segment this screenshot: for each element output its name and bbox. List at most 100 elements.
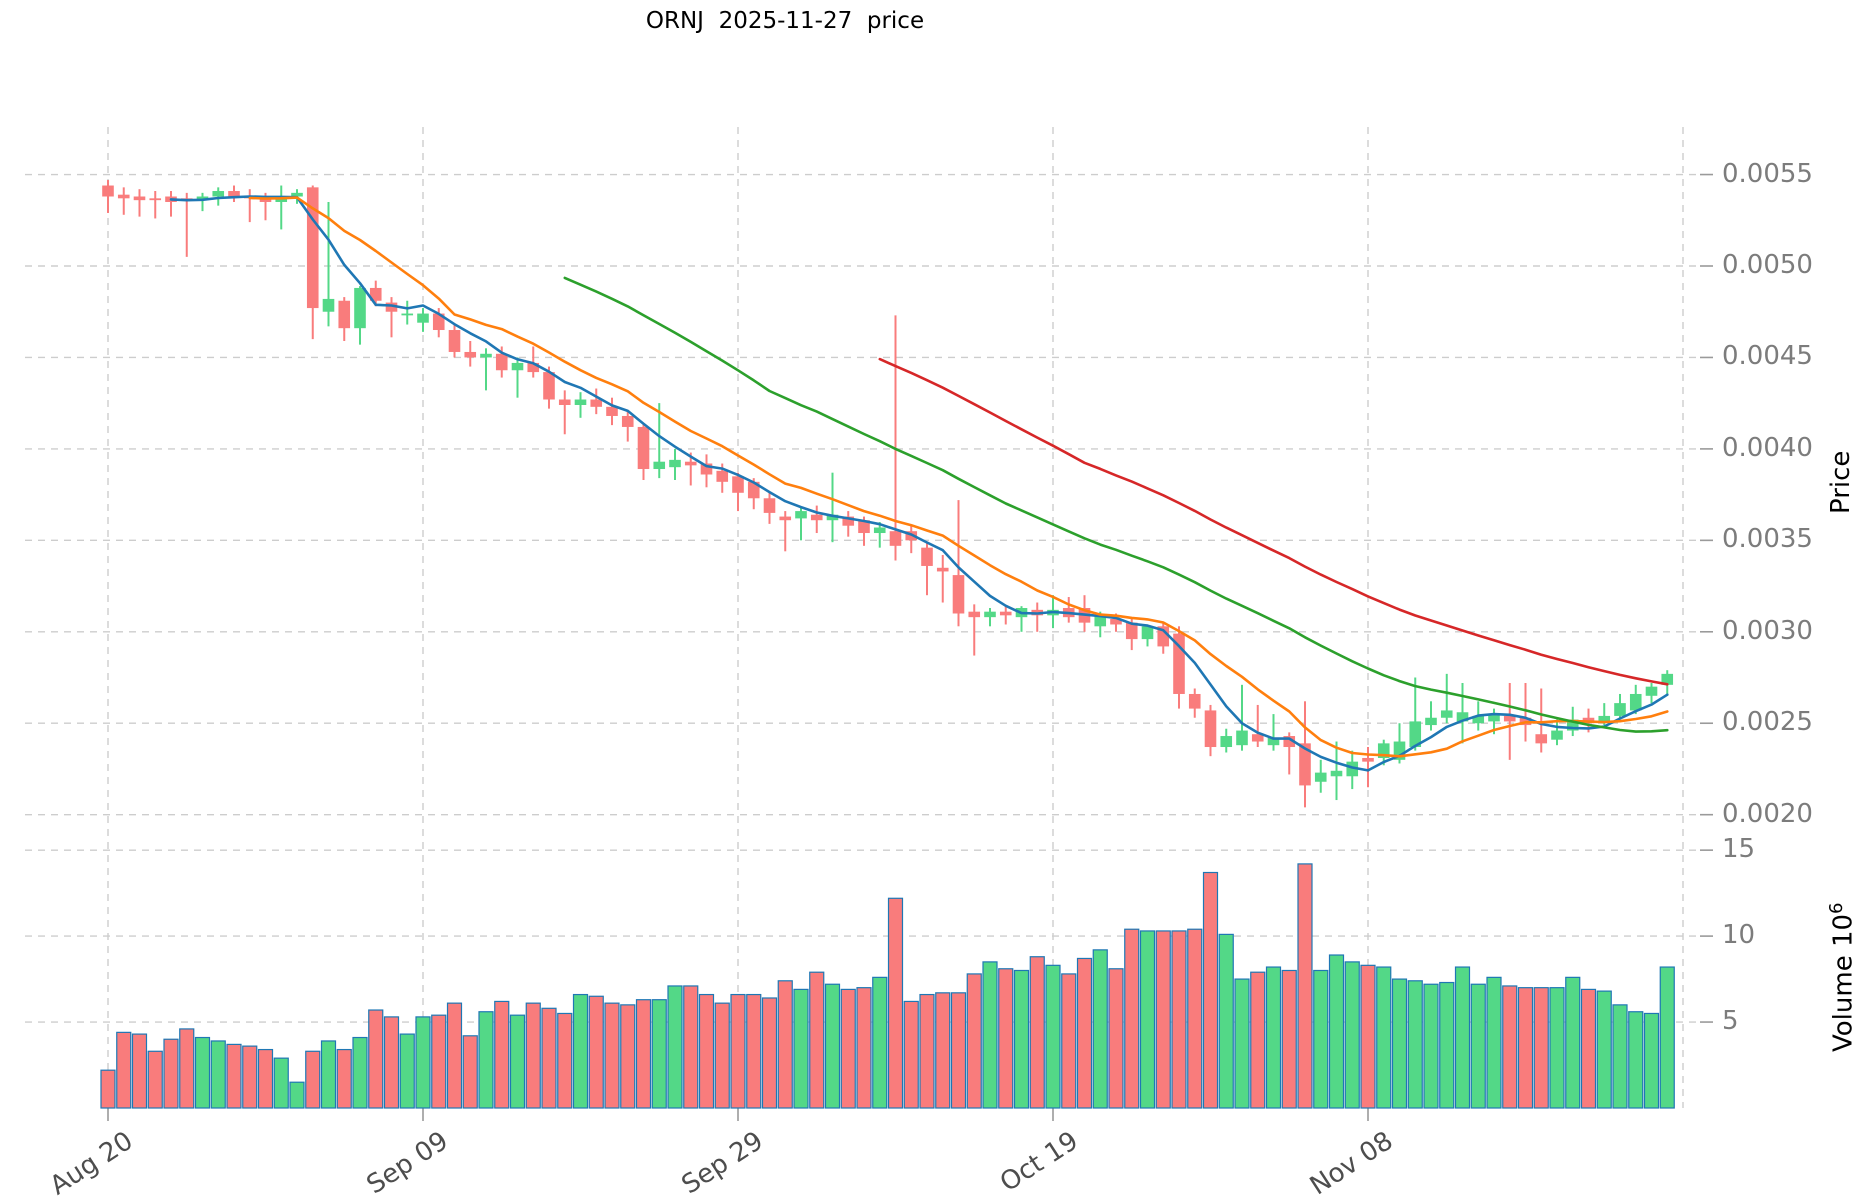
candle-body	[1330, 770, 1343, 777]
volume-bar	[1659, 966, 1675, 1109]
volume-bar	[273, 1057, 289, 1109]
candle-body	[527, 362, 540, 373]
volume-bar	[1376, 966, 1392, 1109]
candle-body	[873, 527, 886, 534]
volume-bar	[1628, 1011, 1644, 1109]
volume-bar	[210, 1040, 226, 1109]
volume-bar	[604, 1002, 620, 1109]
volume-bars	[100, 863, 1675, 1109]
volume-bar	[1407, 980, 1423, 1109]
candle-body	[763, 498, 776, 513]
candle-body	[1094, 615, 1107, 627]
candle-body	[1377, 743, 1390, 758]
candle-body	[1251, 734, 1264, 742]
candle-body	[1173, 633, 1185, 694]
volume-bar	[179, 1028, 195, 1109]
volume-bar	[399, 1033, 415, 1109]
candle-bodies	[102, 185, 1674, 786]
candle-body	[1598, 715, 1611, 722]
volume-bar	[730, 993, 746, 1109]
volume-bar	[1502, 985, 1518, 1109]
volume-bar	[147, 1050, 163, 1109]
chart-title: ORNJ 2025-11-27 price	[645, 8, 925, 34]
candle-body	[606, 406, 618, 416]
volume-bar	[761, 997, 778, 1109]
volume-bar	[966, 973, 982, 1109]
volume-bar	[1533, 987, 1549, 1109]
volume-bar	[1045, 964, 1061, 1109]
volume-tick-label: 5	[1722, 1006, 1739, 1037]
volume-bar	[651, 999, 667, 1109]
volume-bar	[289, 1081, 305, 1109]
volume-bar	[336, 1048, 352, 1109]
volume-bar	[557, 1012, 573, 1109]
volume-bar	[1612, 1004, 1628, 1109]
volume-bar	[116, 1031, 132, 1109]
volume-bar	[1187, 928, 1203, 1109]
candle-body	[826, 514, 839, 521]
volume-bar	[1313, 969, 1329, 1109]
candle-body	[984, 611, 996, 618]
volume-bar	[1265, 966, 1282, 1109]
ma-line-sma50	[878, 357, 1669, 686]
volume-bar	[462, 1035, 478, 1109]
candle-body	[306, 187, 319, 309]
volume-bar	[919, 993, 935, 1109]
volume-bar	[1076, 957, 1093, 1109]
candle-body	[779, 516, 792, 521]
volume-tick-label: 15	[1722, 834, 1756, 865]
volume-axis-label: Volume 106	[1826, 902, 1859, 1052]
candle-body	[354, 287, 366, 329]
volume-bar	[320, 1040, 337, 1109]
candle-body	[1188, 693, 1201, 709]
volume-bar	[1565, 976, 1581, 1109]
candle-body	[574, 399, 587, 405]
candle-body	[401, 313, 414, 316]
candle-body	[1204, 710, 1217, 748]
gridlines	[25, 127, 1700, 1108]
volume-bar	[1596, 990, 1612, 1109]
candle-body	[1362, 757, 1374, 762]
candle-body	[385, 302, 398, 312]
candle-body	[952, 575, 965, 614]
volume-bar	[840, 988, 856, 1109]
candle-body	[1614, 703, 1626, 716]
volume-bar	[1643, 1012, 1660, 1109]
volume-bar	[1250, 971, 1266, 1109]
volume-bar	[257, 1048, 274, 1109]
price-tick-label: 0.0040	[1722, 432, 1813, 463]
volume-bar	[1013, 969, 1030, 1109]
candle-body	[149, 198, 162, 201]
volume-bar	[1202, 871, 1219, 1109]
candle-body	[480, 353, 492, 358]
candle-body	[511, 362, 524, 371]
price-tick-label: 0.0045	[1722, 341, 1813, 372]
candle-body	[259, 198, 272, 202]
price-tick-label: 0.0020	[1722, 798, 1813, 829]
candle-body	[432, 313, 445, 331]
candle-body	[448, 330, 461, 352]
candle-body	[1393, 741, 1406, 760]
volume-bar	[809, 971, 825, 1109]
candle-body	[889, 531, 902, 546]
volume-bar	[494, 1000, 510, 1109]
volume-bar	[698, 993, 715, 1109]
volume-bar	[777, 980, 793, 1109]
volume-bar	[383, 1016, 400, 1109]
volume-bar	[100, 1069, 116, 1109]
volume-bar	[824, 983, 841, 1109]
volume-bar	[1029, 956, 1045, 1109]
candle-body	[669, 459, 681, 468]
moving-average-lines	[169, 195, 1669, 772]
candle-body	[417, 313, 429, 323]
volume-bar	[541, 1007, 557, 1109]
volume-bar	[998, 968, 1014, 1109]
candle-body	[1283, 736, 1296, 748]
volume-bar	[1439, 981, 1455, 1109]
volume-bar	[1281, 969, 1297, 1109]
candle-body	[1346, 761, 1359, 777]
volume-bar	[667, 985, 683, 1109]
volume-bar	[635, 999, 652, 1109]
volume-bar	[1328, 954, 1345, 1109]
